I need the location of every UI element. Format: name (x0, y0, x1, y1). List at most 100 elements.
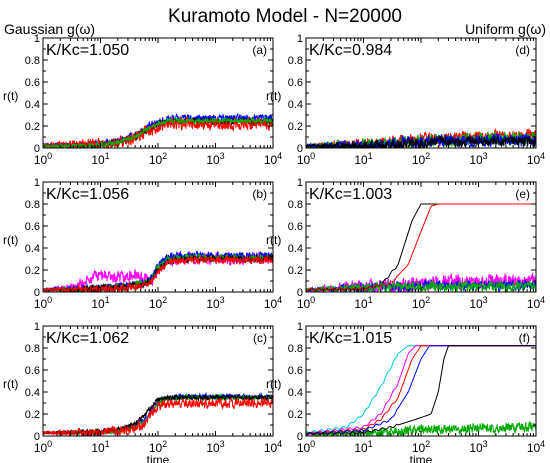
y-tick-label: 0.6 (25, 365, 40, 377)
y-axis-label: r(t) (266, 377, 281, 391)
x-tick-label: 104 (527, 295, 545, 311)
y-axis-label: r(t) (266, 233, 281, 247)
y-tick-label: 0.2 (25, 409, 40, 421)
x-tick-label: 103 (469, 295, 487, 311)
x-axis-label: time (410, 453, 433, 463)
chart-panel-e: 0 0.2 0.4 0.6 0.8 1 100 101 102 103 104 K/Kc=1.003 (… (266, 177, 545, 311)
x-tick-label: 100 (34, 295, 52, 311)
y-tick-label: 1 (34, 321, 40, 333)
x-tick-label: 103 (206, 151, 224, 167)
y-axis-label: r(t) (3, 89, 18, 103)
y-tick-label: 1 (297, 177, 303, 189)
left-column-title: Gaussian g(ω) (4, 21, 95, 37)
x-tick-label: 102 (412, 151, 430, 167)
y-tick-label: 0.6 (288, 77, 303, 89)
y-tick-label: 0.8 (288, 199, 303, 211)
y-tick-label: 0 (34, 431, 40, 443)
figure-title: Kuramoto Model - N=20000 (168, 6, 402, 27)
y-tick-label: 0.4 (25, 387, 40, 399)
x-tick-label: 104 (527, 151, 545, 167)
y-tick-label: 0.8 (288, 55, 303, 67)
x-tick-label: 104 (264, 151, 282, 167)
x-tick-label: 103 (469, 151, 487, 167)
y-tick-label: 0 (297, 431, 303, 443)
panel-k-label: K/Kc=1.003 (309, 186, 392, 203)
x-tick-label: 104 (264, 439, 282, 455)
x-tick-label: 101 (354, 151, 372, 167)
y-tick-label: 0.4 (288, 243, 303, 255)
y-tick-label: 0.6 (288, 365, 303, 377)
series-line (306, 203, 536, 292)
panel-k-label: K/Kc=1.062 (46, 330, 129, 347)
series-group (43, 391, 273, 436)
x-tick-label: 101 (91, 439, 109, 455)
series-group (306, 203, 536, 292)
series-line (306, 345, 536, 436)
panel-k-label: K/Kc=1.056 (46, 186, 129, 203)
panel-k-label: K/Kc=0.984 (309, 42, 392, 59)
y-axis-label: r(t) (266, 89, 281, 103)
x-tick-label: 102 (412, 295, 430, 311)
y-tick-label: 1 (297, 321, 303, 333)
y-axis-label: r(t) (3, 233, 18, 247)
series-group (43, 112, 273, 148)
x-tick-label: 100 (297, 439, 315, 455)
panel-letter: (c) (253, 331, 267, 345)
y-tick-label: 0.4 (25, 243, 40, 255)
series-line (43, 116, 273, 148)
x-tick-label: 104 (264, 295, 282, 311)
series-group (43, 250, 273, 292)
x-tick-label: 100 (34, 151, 52, 167)
series-line (306, 345, 536, 436)
panel-letter: (f) (519, 331, 530, 345)
x-axis-label: time (147, 453, 170, 463)
panel-letter: (e) (515, 187, 530, 201)
series-line (43, 396, 273, 436)
x-tick-label: 103 (206, 439, 224, 455)
x-tick-label: 102 (149, 439, 167, 455)
y-tick-label: 0.2 (288, 121, 303, 133)
y-tick-label: 0.8 (288, 343, 303, 355)
x-tick-label: 101 (354, 439, 372, 455)
y-tick-label: 0.4 (288, 387, 303, 399)
y-tick-label: 0.2 (25, 121, 40, 133)
y-tick-label: 1 (297, 33, 303, 45)
chart-panel-a: 0 0.2 0.4 0.6 0.8 1 100 101 102 103 104 K/Kc=1.050 (… (3, 33, 282, 167)
x-tick-label: 100 (297, 295, 315, 311)
panel-letter: (a) (252, 43, 267, 57)
y-tick-label: 0.8 (25, 199, 40, 211)
chart-panel-c: 0 0.2 0.4 0.6 0.8 1 100 101 102 103 104 K/Kc=1.062 (… (3, 321, 282, 463)
x-tick-label: 100 (297, 151, 315, 167)
panel-k-label: K/Kc=1.050 (46, 42, 129, 59)
chart-panel-b: 0 0.2 0.4 0.6 0.8 1 100 101 102 103 104 K/Kc=1.056 (… (3, 177, 282, 311)
y-tick-label: 0 (34, 143, 40, 155)
y-tick-label: 1 (34, 33, 40, 45)
chart-panel-f: 0 0.2 0.4 0.6 0.8 1 100 101 102 103 104 K/Kc=1.015 (… (266, 321, 545, 463)
panel-letter: (d) (515, 43, 530, 57)
panel-letter: (b) (252, 187, 267, 201)
y-tick-label: 0.6 (288, 221, 303, 233)
x-tick-label: 104 (527, 439, 545, 455)
y-tick-label: 0 (297, 287, 303, 299)
y-tick-label: 0.4 (25, 99, 40, 111)
x-tick-label: 103 (469, 439, 487, 455)
x-tick-label: 101 (91, 151, 109, 167)
y-tick-label: 0 (297, 143, 303, 155)
y-tick-label: 0 (34, 287, 40, 299)
x-tick-label: 100 (34, 439, 52, 455)
x-tick-label: 101 (91, 295, 109, 311)
series-line (306, 134, 536, 148)
y-tick-label: 0.2 (288, 409, 303, 421)
right-column-title: Uniform g(ω) (465, 21, 546, 37)
y-axis-label: r(t) (3, 377, 18, 391)
y-tick-label: 1 (34, 177, 40, 189)
x-tick-label: 103 (206, 295, 224, 311)
series-line (43, 254, 273, 292)
x-tick-label: 101 (354, 295, 372, 311)
y-tick-label: 0.2 (288, 265, 303, 277)
series-group (306, 345, 536, 436)
y-tick-label: 0.8 (25, 343, 40, 355)
y-tick-label: 0.6 (25, 221, 40, 233)
